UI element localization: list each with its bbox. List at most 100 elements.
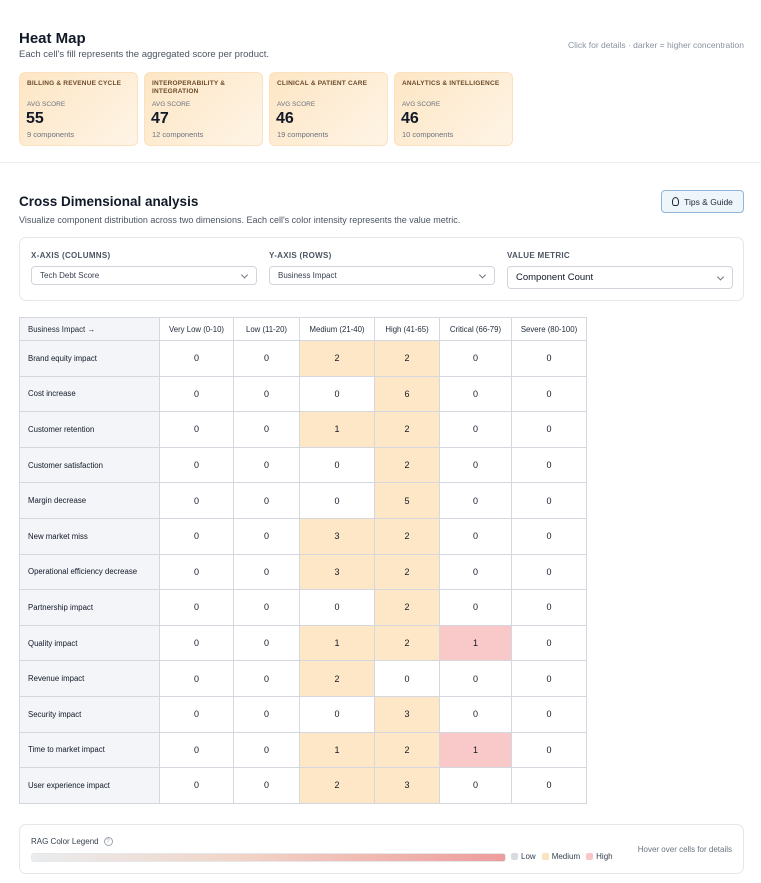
table-row: Revenue impact 0 0 2 0 0 0 <box>19 660 587 697</box>
heat-cell[interactable]: 0 <box>511 411 587 448</box>
heat-cell[interactable]: 0 <box>511 624 587 662</box>
heat-cell[interactable]: 0 <box>233 731 300 769</box>
heat-cell[interactable]: 0 <box>233 767 300 804</box>
heat-cell[interactable]: 2 <box>299 767 375 804</box>
heat-cell[interactable]: 0 <box>511 446 587 484</box>
help-icon[interactable]: ? <box>103 837 113 846</box>
heat-cell[interactable]: 0 <box>511 340 587 377</box>
table-row: Security impact 0 0 0 3 0 0 <box>19 695 587 733</box>
heat-cell[interactable]: 0 <box>439 553 512 591</box>
heat-cell[interactable]: 0 <box>511 731 587 769</box>
heat-cell[interactable]: 0 <box>159 482 234 519</box>
heat-cell[interactable]: 0 <box>159 731 234 769</box>
heat-cell[interactable]: 0 <box>233 517 300 555</box>
heat-cell[interactable]: 0 <box>233 553 300 591</box>
heat-cell[interactable]: 0 <box>159 767 234 804</box>
heat-cell[interactable]: 3 <box>299 553 375 591</box>
heat-cell[interactable]: 0 <box>511 517 587 555</box>
heat-cell[interactable]: 1 <box>439 731 512 769</box>
heat-cell[interactable]: 0 <box>439 767 512 804</box>
heat-cell[interactable]: 2 <box>374 589 440 626</box>
heat-cell[interactable]: 0 <box>233 695 300 733</box>
heat-cell[interactable]: 0 <box>159 553 234 591</box>
heat-cell[interactable]: 0 <box>299 446 375 484</box>
product-card-analytics[interactable]: ANALYTICS & INTELLIGENCE AVG SCORE 46 10… <box>394 72 513 146</box>
x-axis-value: Tech Debt Score <box>40 271 100 280</box>
card-value: 46 <box>401 110 419 127</box>
heat-cell[interactable]: 0 <box>233 375 300 413</box>
heat-cell[interactable]: 2 <box>374 517 440 555</box>
heat-cell[interactable]: 1 <box>299 731 375 769</box>
heat-cell[interactable]: 2 <box>374 731 440 769</box>
heat-cell[interactable]: 0 <box>233 446 300 484</box>
heat-cell[interactable]: 0 <box>439 375 512 413</box>
heat-cell[interactable]: 0 <box>511 589 587 626</box>
heat-cell[interactable]: 0 <box>233 340 300 377</box>
heat-cell[interactable]: 0 <box>233 589 300 626</box>
heat-cell[interactable]: 0 <box>233 660 300 697</box>
heat-cell[interactable]: 0 <box>439 482 512 519</box>
heat-cell[interactable]: 0 <box>439 411 512 448</box>
heat-cell[interactable]: 0 <box>159 446 234 484</box>
heat-cell[interactable]: 0 <box>299 695 375 733</box>
heat-cell[interactable]: 0 <box>439 517 512 555</box>
heat-cell[interactable]: 0 <box>299 589 375 626</box>
row-label: User experience impact <box>19 767 160 804</box>
heat-cell[interactable]: 2 <box>299 340 375 377</box>
heat-cell[interactable]: 0 <box>439 340 512 377</box>
heat-cell[interactable]: 5 <box>374 482 440 519</box>
heat-cell[interactable]: 0 <box>233 411 300 448</box>
tips-guide-button[interactable]: Tips & Guide <box>661 190 744 213</box>
legend-swatch <box>586 853 594 861</box>
heat-cell[interactable]: 0 <box>159 695 234 733</box>
heat-cell[interactable]: 2 <box>374 340 440 377</box>
heat-cell[interactable]: 0 <box>299 482 375 519</box>
y-axis-select[interactable]: Business Impact <box>269 266 495 285</box>
heat-cell[interactable]: 0 <box>159 375 234 413</box>
heat-cell[interactable]: 0 <box>233 482 300 519</box>
legend-gradient-bar <box>31 853 506 862</box>
heat-cell[interactable]: 0 <box>511 695 587 733</box>
product-card-interoperability[interactable]: INTEROPERABILITY & INTEGRATION AVG SCORE… <box>144 72 263 146</box>
product-card-billing[interactable]: BILLING & REVENUE CYCLE AVG SCORE 55 9 c… <box>19 72 138 146</box>
heat-cell[interactable]: 0 <box>511 660 587 697</box>
heat-cell[interactable]: 0 <box>159 411 234 448</box>
heat-cell[interactable]: 2 <box>374 624 440 662</box>
heat-cell[interactable]: 0 <box>374 660 440 697</box>
card-title: BILLING & REVENUE CYCLE <box>27 80 122 87</box>
heat-cell[interactable]: 0 <box>439 695 512 733</box>
card-value: 46 <box>276 110 294 127</box>
heat-cell[interactable]: 0 <box>299 375 375 413</box>
product-card-clinical[interactable]: CLINICAL & PATIENT CARE AVG SCORE 46 19 … <box>269 72 388 146</box>
heat-cell[interactable]: 3 <box>374 767 440 804</box>
heat-cell[interactable]: 1 <box>439 624 512 662</box>
heat-cell[interactable]: 3 <box>299 517 375 555</box>
heat-cell[interactable]: 2 <box>374 446 440 484</box>
card-count: 9 components <box>27 130 75 139</box>
heat-cell[interactable]: 3 <box>374 695 440 733</box>
heat-cell[interactable]: 2 <box>374 553 440 591</box>
heat-cell[interactable]: 0 <box>159 517 234 555</box>
heat-cell[interactable]: 6 <box>374 375 440 413</box>
heat-cell[interactable]: 0 <box>439 660 512 697</box>
heat-cell[interactable]: 0 <box>439 446 512 484</box>
value-metric-select[interactable]: Component Count <box>507 266 733 289</box>
heat-cell[interactable]: 2 <box>374 411 440 448</box>
heat-cell[interactable]: 0 <box>511 482 587 519</box>
heat-cell[interactable]: 0 <box>233 624 300 662</box>
heat-cell[interactable]: 0 <box>511 767 587 804</box>
heat-cell[interactable]: 0 <box>511 375 587 413</box>
heat-cell[interactable]: 0 <box>159 340 234 377</box>
heat-cell[interactable]: 1 <box>299 411 375 448</box>
heat-cell[interactable]: 0 <box>159 624 234 662</box>
row-label: Time to market impact <box>19 731 160 769</box>
heat-cell[interactable]: 0 <box>511 553 587 591</box>
heat-cell[interactable]: 1 <box>299 624 375 662</box>
heat-cell[interactable]: 0 <box>439 589 512 626</box>
x-axis-select[interactable]: Tech Debt Score <box>31 266 257 285</box>
heat-cell[interactable]: 0 <box>159 589 234 626</box>
chevron-down-icon <box>716 272 725 281</box>
heat-cell[interactable]: 2 <box>299 660 375 697</box>
row-label: Customer satisfaction <box>19 446 160 484</box>
heat-cell[interactable]: 0 <box>159 660 234 697</box>
